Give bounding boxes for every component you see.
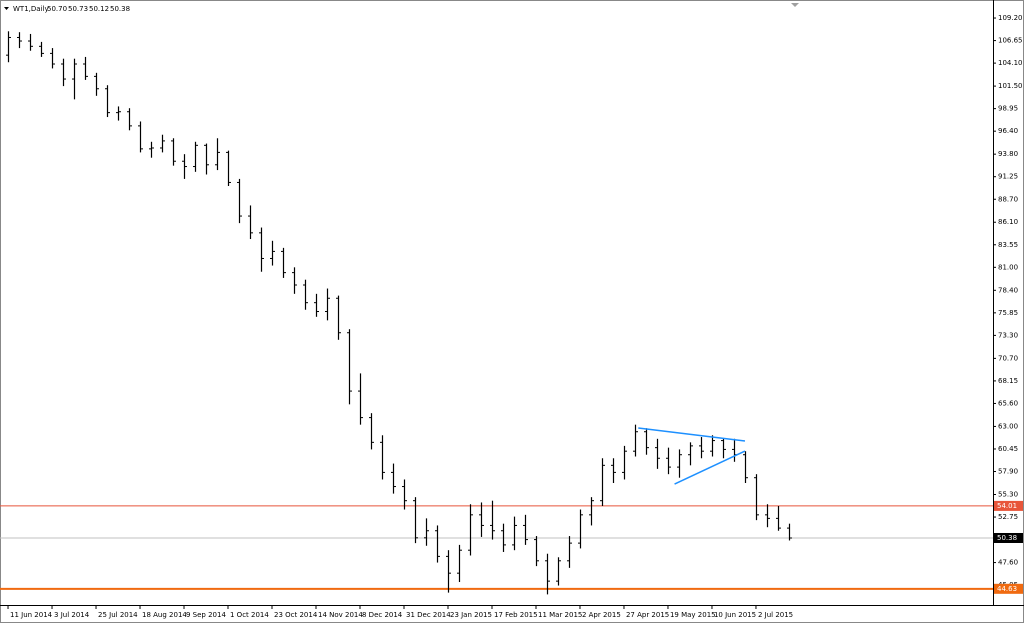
y-tick-label: 96.40 bbox=[998, 127, 1018, 135]
y-tick-label: 98.95 bbox=[998, 105, 1018, 113]
y-tick-label: 52.75 bbox=[998, 513, 1018, 521]
x-tick-label: 2 Apr 2015 bbox=[582, 611, 621, 619]
x-tick-label: 11 Mar 2015 bbox=[538, 611, 582, 619]
x-tick-label: 23 Jan 2015 bbox=[450, 611, 492, 619]
y-tick-label: 68.15 bbox=[998, 377, 1018, 385]
y-tick-label: 101.50 bbox=[998, 82, 1023, 90]
x-tick-label: 10 Jun 2015 bbox=[714, 611, 756, 619]
x-tick-label: 3 Jul 2014 bbox=[54, 611, 90, 619]
quote-value: 50.70 bbox=[47, 5, 67, 13]
x-tick-label: 18 Aug 2014 bbox=[142, 611, 187, 619]
y-tick-label: 55.30 bbox=[998, 491, 1018, 499]
x-tick-label: 9 Sep 2014 bbox=[186, 611, 226, 619]
quote-value: 50.73 bbox=[68, 5, 88, 13]
x-tick-label: 31 Dec 2014 bbox=[406, 611, 451, 619]
menu-arrow bbox=[4, 7, 9, 10]
y-tick-label: 78.40 bbox=[998, 286, 1018, 294]
shift-marker bbox=[791, 3, 799, 7]
level-tag bbox=[994, 532, 1023, 543]
x-tick-label: 1 Oct 2014 bbox=[230, 611, 269, 619]
x-tick-label: 17 Feb 2015 bbox=[494, 611, 538, 619]
y-tick-label: 63.00 bbox=[998, 422, 1018, 430]
level-label: 54.01 bbox=[997, 502, 1017, 510]
y-tick-label: 73.30 bbox=[998, 331, 1018, 339]
trendline bbox=[674, 450, 746, 485]
y-tick-label: 75.85 bbox=[998, 309, 1018, 317]
x-tick-label: 11 Jun 2014 bbox=[10, 611, 53, 619]
y-tick-label: 57.90 bbox=[998, 468, 1018, 476]
y-tick-label: 91.25 bbox=[998, 173, 1018, 181]
y-tick-label: 109.20 bbox=[998, 14, 1023, 22]
y-tick-label: 81.00 bbox=[998, 263, 1018, 271]
y-tick-label: 86.10 bbox=[998, 218, 1018, 226]
level-label: 44.63 bbox=[997, 585, 1017, 593]
y-tick-label: 104.10 bbox=[998, 59, 1023, 67]
x-tick-label: 8 Dec 2014 bbox=[362, 611, 403, 619]
x-tick-label: 19 May 2015 bbox=[670, 611, 716, 619]
quote-value: 50.38 bbox=[110, 5, 130, 13]
y-tick-label: 93.80 bbox=[998, 150, 1018, 158]
y-tick-label: 60.45 bbox=[998, 445, 1018, 453]
trendline bbox=[638, 427, 746, 442]
x-tick-label: 27 Apr 2015 bbox=[626, 611, 669, 619]
y-tick-label: 88.70 bbox=[998, 195, 1018, 203]
x-tick-label: 2 Jul 2015 bbox=[758, 611, 793, 619]
y-tick-label: 65.60 bbox=[998, 399, 1018, 407]
x-tick-label: 25 Jul 2014 bbox=[98, 611, 138, 619]
quote-value: 50.12 bbox=[89, 5, 109, 13]
y-tick-label: 83.55 bbox=[998, 241, 1018, 249]
level-label: 50.38 bbox=[997, 534, 1017, 542]
y-tick-label: 70.70 bbox=[998, 354, 1018, 362]
level-tag bbox=[994, 500, 1023, 511]
level-tag bbox=[994, 583, 1023, 594]
y-tick-label: 106.65 bbox=[998, 37, 1023, 45]
y-tick-label: 47.60 bbox=[998, 559, 1018, 567]
x-tick-label: 23 Oct 2014 bbox=[274, 611, 318, 619]
x-tick-label: 14 Nov 2014 bbox=[318, 611, 363, 619]
chart-title: WT1,Daily bbox=[13, 5, 49, 13]
